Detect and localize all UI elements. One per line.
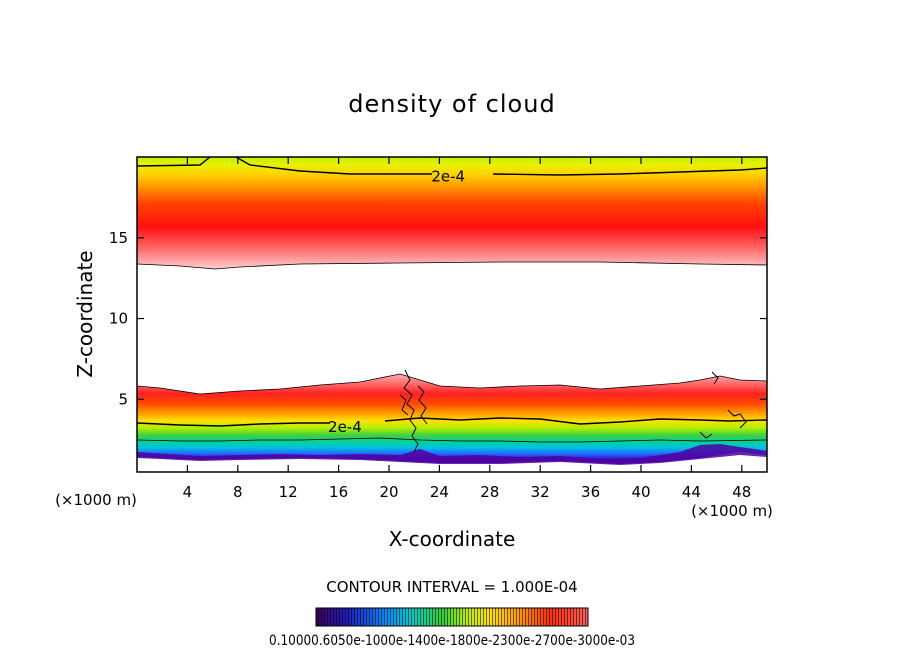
x-tick-label: 36: [581, 483, 600, 501]
chart-title: density of cloud: [348, 90, 555, 118]
plot-area: [137, 157, 767, 472]
x-tick-label: 8: [233, 483, 243, 501]
x-tick-label: 48: [732, 483, 751, 501]
contour-lines: [137, 157, 767, 453]
x-axis-label: X-coordinate: [389, 527, 516, 551]
x-tick-label: 32: [531, 483, 550, 501]
contour-line-top: [137, 157, 767, 176]
upper-cloud-layer: [137, 157, 767, 269]
contour-line-lower-top: [137, 373, 767, 395]
colorbar-frame: [315, 607, 589, 627]
colorbar-labels: 0.10000.6050e-1000e-1400e-1800e-2300e-27…: [269, 633, 635, 649]
x-tick-label: 16: [329, 483, 348, 501]
y-tick-label: 15: [109, 229, 128, 247]
y-tick-label: 5: [118, 390, 128, 408]
x-unit-label-right: (×1000 m): [691, 502, 773, 520]
contour-line-lower-mid: [137, 417, 767, 427]
contour-label: 2e-4: [431, 167, 465, 185]
contour-noise-center: [399, 369, 428, 453]
contour-labels: 2e-4 2e-4: [328, 167, 465, 435]
x-tick-label: 4: [183, 483, 193, 501]
lower-edge-noise: [137, 444, 767, 465]
y-axis-label: Z-coordinate: [73, 250, 97, 377]
x-tick-label: 12: [279, 483, 298, 501]
contour-noise-right: [699, 371, 747, 439]
x-tick-label: 20: [379, 483, 398, 501]
colorbar: [315, 607, 589, 627]
x-tick-label: 44: [682, 483, 701, 501]
contour-line-upper-edge: [137, 261, 767, 270]
contour-label: 2e-4: [328, 418, 362, 436]
y-axis-ticks: 5 10 15: [109, 229, 767, 408]
y-tick-label: 10: [109, 310, 128, 328]
x-tick-label: 24: [430, 483, 449, 501]
x-tick-label: 28: [480, 483, 499, 501]
x-axis-ticks: 4 8 12 16 20 24 28 32 36 40 44 48: [183, 157, 751, 501]
x-unit-label-left: (×1000 m): [55, 491, 137, 509]
colorbar-stripes: [316, 608, 588, 626]
contour-interval-caption: CONTOUR INTERVAL = 1.000E-04: [326, 578, 577, 596]
x-tick-label: 40: [631, 483, 650, 501]
plot-frame: [136, 156, 768, 473]
contour-line-lower-bottom: [137, 437, 767, 443]
